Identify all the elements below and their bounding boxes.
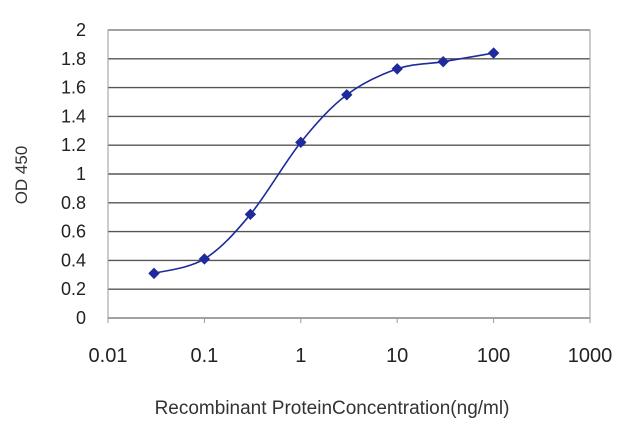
y-tick-label: 1.2	[61, 135, 86, 155]
y-tick-labels: 0 0.2 0.4 0.6 0.8 1 1.2 1.4 1.6 1.8 2	[61, 20, 86, 328]
y-tick-label: 1.6	[61, 78, 86, 98]
y-tick-label: 1.4	[61, 106, 86, 126]
data-point-2	[244, 208, 257, 221]
x-axis-title: Recombinant ProteinConcentration(ng/ml)	[155, 398, 510, 419]
y-tick-label: 0.8	[61, 193, 86, 213]
data-point-0	[148, 267, 160, 280]
y-tick-label: 0.2	[61, 279, 86, 299]
x-tick-label: 1000	[568, 345, 613, 367]
data-point-1	[198, 253, 211, 265]
x-tick-label: 1	[295, 345, 306, 367]
y-tick-label: 2	[76, 20, 86, 40]
grid-lines	[108, 29, 590, 319]
x-tick-label: 0.1	[190, 345, 218, 367]
y-axis-title: OD 450	[12, 146, 31, 205]
y-tick-label: 0.4	[61, 250, 86, 270]
series-line	[153, 52, 494, 275]
x-tick-label: 10	[386, 345, 408, 367]
y-tick-label: 1	[76, 164, 86, 184]
x-tick-labels: 0.01 0.1 1 10 100 1000	[89, 318, 613, 367]
plot-area-border	[107, 29, 591, 319]
y-tick-label: 1.8	[61, 49, 86, 69]
data-point-6	[437, 55, 449, 68]
x-tick-label: 100	[477, 345, 510, 367]
data-point-5	[391, 63, 403, 75]
data-markers	[148, 47, 500, 280]
x-tick-label: 0.01	[89, 345, 128, 367]
data-point-3	[295, 136, 307, 149]
data-point-7	[487, 47, 500, 59]
y-tick-label: 0	[76, 308, 86, 328]
y-tick-label: 0.6	[61, 222, 86, 242]
data-point-4	[341, 89, 353, 101]
